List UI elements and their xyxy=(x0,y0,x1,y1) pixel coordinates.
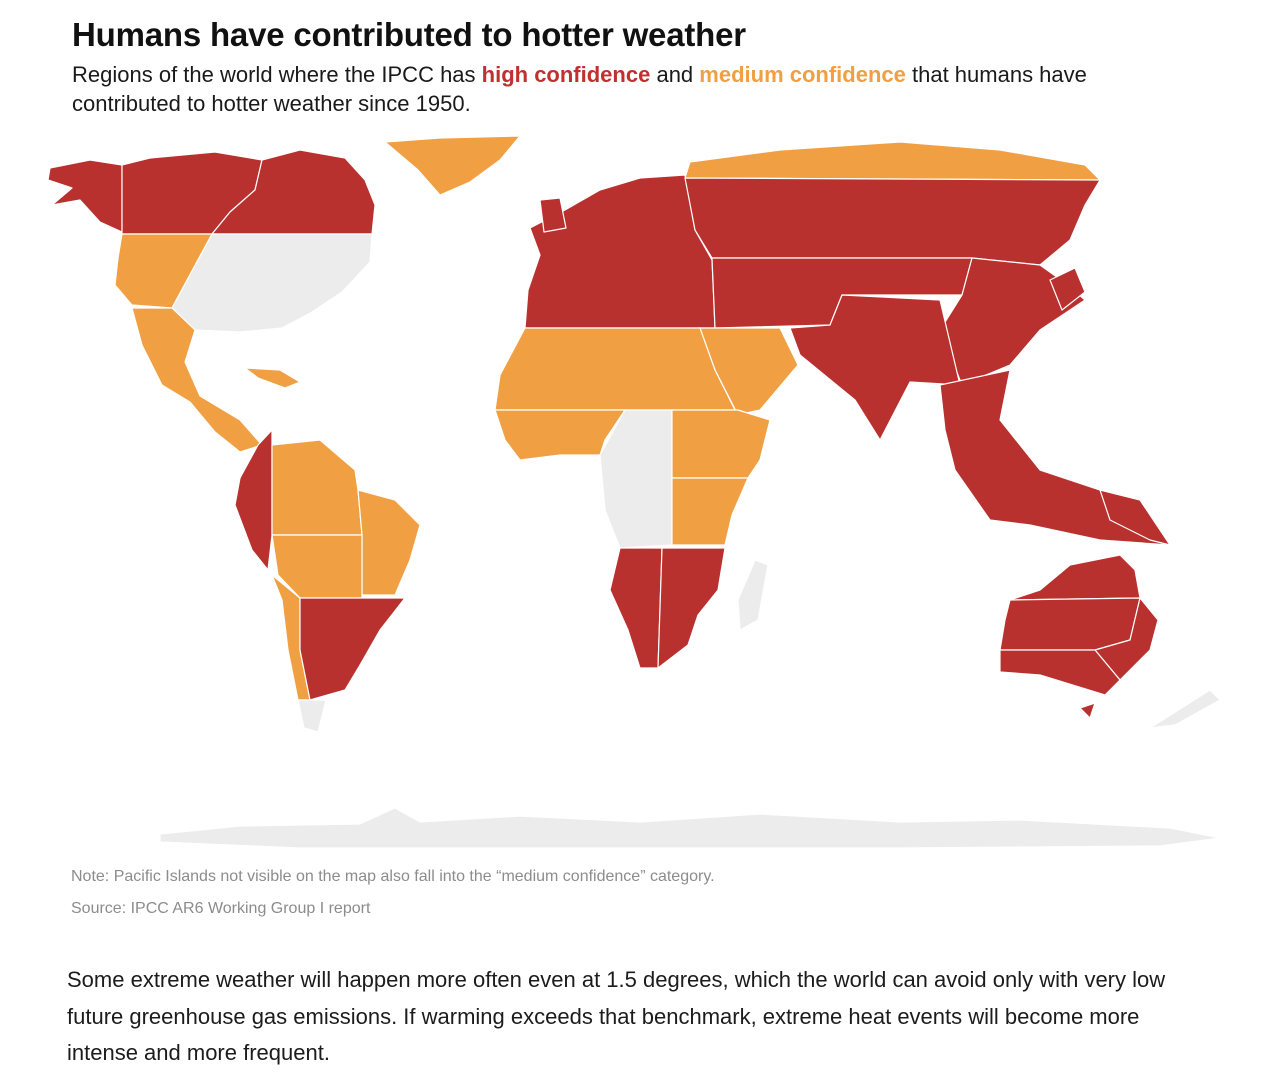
region-iceland-britain xyxy=(539,197,567,233)
region-eastern-africa xyxy=(671,409,771,479)
region-southern-africa-east xyxy=(657,547,726,669)
region-northeastern-south-america xyxy=(357,489,421,596)
subtitle-text-2: and xyxy=(650,62,700,87)
region-new-guinea xyxy=(1099,489,1171,546)
region-tasmania xyxy=(1079,702,1096,719)
article-paragraph: Some extreme weather will happen more of… xyxy=(67,967,1166,1065)
region-europe-mediterranean xyxy=(524,174,716,329)
region-japan xyxy=(1049,267,1086,311)
world-map xyxy=(47,135,1221,849)
region-sahara xyxy=(494,327,736,411)
region-northern-south-america xyxy=(271,439,363,536)
region-southeastern-south-america xyxy=(299,597,406,701)
map-note: Note: Pacific Islands not visible on the… xyxy=(71,868,715,885)
region-southern-australia xyxy=(999,649,1121,696)
region-northern-australia xyxy=(1009,554,1141,601)
high-confidence-label: high confidence xyxy=(481,62,651,87)
region-alaska xyxy=(47,159,123,233)
region-southeastern-africa xyxy=(671,477,749,546)
region-northeast-canada xyxy=(211,149,376,235)
chart-subtitle: Regions of the world where the IPCC has … xyxy=(72,60,1112,118)
chart-title: Humans have contributed to hotter weathe… xyxy=(72,16,746,53)
subtitle-text-3: that humans have contributed to hotter w… xyxy=(72,62,1087,116)
region-east-asia xyxy=(939,257,1086,386)
region-western-australia xyxy=(999,597,1141,651)
map-source: Source: IPCC AR6 Working Group I report xyxy=(71,900,371,917)
region-antarctica xyxy=(159,807,1221,849)
region-madagascar xyxy=(737,559,769,631)
region-southwestern-africa xyxy=(609,547,663,669)
subtitle-text-1: Regions of the world where the IPCC has xyxy=(72,62,482,87)
region-southern-south-america xyxy=(297,699,327,733)
region-south-asia xyxy=(789,294,961,441)
region-russian-arctic xyxy=(684,141,1101,181)
region-northern-asia xyxy=(684,177,1101,266)
region-new-zealand xyxy=(1149,689,1221,729)
region-greenland xyxy=(384,135,521,196)
region-caribbean xyxy=(244,367,301,389)
medium-confidence-label: medium confidence xyxy=(699,62,906,87)
